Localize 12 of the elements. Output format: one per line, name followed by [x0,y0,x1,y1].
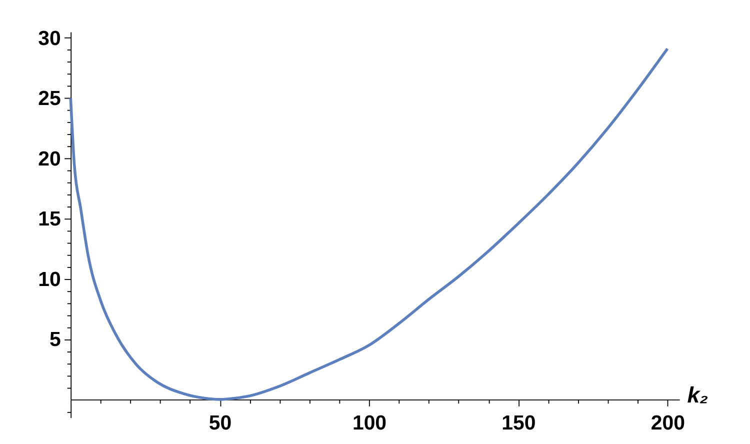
x-axis-title: k₂ [687,382,708,408]
y-tick-label: 5 [50,328,61,352]
x-tick-label: 150 [502,412,536,435]
y-tick-label: 20 [38,147,61,170]
y-tick-label: 30 [38,26,61,50]
y-tick-label: 10 [38,268,61,291]
x-tick-label: 50 [208,412,232,435]
x-tick-label: 200 [650,412,685,435]
y-tick-label: 25 [38,87,61,110]
line-series [69,47,669,401]
y-tick-label: 15 [38,208,61,231]
x-tick-label: 100 [352,412,387,435]
